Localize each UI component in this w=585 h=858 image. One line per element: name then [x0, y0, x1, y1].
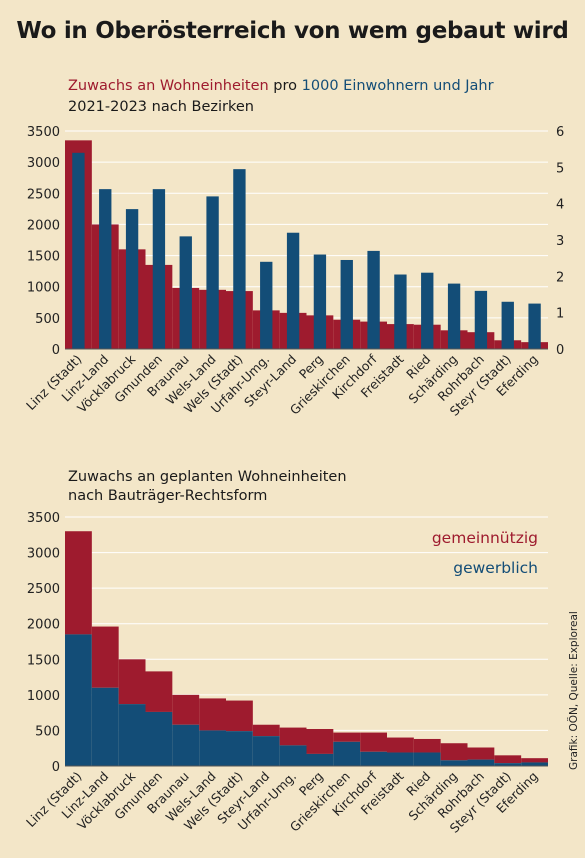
chart2-bar-gemeinnuetzig	[521, 758, 548, 763]
chart1-y2tick-label: 0	[556, 343, 564, 358]
chart1-y2tick-label: 6	[556, 125, 564, 140]
chart1-bar-blue	[286, 232, 300, 349]
chart2-subtitle: Zuwachs an geplanten Wohneinheiten nach B…	[68, 468, 347, 506]
chart1-bar-blue	[394, 274, 407, 349]
chart2-bar-gewerblich	[306, 753, 334, 766]
chart2-bar-gewerblich	[65, 634, 92, 766]
chart2-bar-gewerblich	[226, 731, 253, 766]
chart2-bar-gewerblich	[387, 752, 414, 766]
chart1-y2tick-label: 3	[556, 234, 564, 249]
chart1-ytick-label: 3000	[27, 156, 60, 171]
chart2-bar-gewerblich	[360, 751, 387, 766]
chart2-ytick-label: 0	[52, 760, 60, 775]
chart2-bar-gemeinnuetzig	[172, 694, 200, 725]
chart1-bar-blue	[501, 301, 514, 349]
chart1-bar-blue	[233, 169, 246, 349]
chart1-bar-blue	[447, 283, 461, 349]
chart2-ytick-label: 500	[35, 724, 60, 739]
chart1-ytick-label: 3500	[27, 125, 60, 140]
chart2-ytick-label: 2000	[27, 618, 60, 633]
chart1-bar-blue	[72, 152, 85, 349]
chart2-bar-gewerblich	[118, 704, 146, 766]
chart1-ytick-label: 2000	[27, 218, 60, 233]
chart1-ytick-label: 1000	[27, 281, 60, 296]
chart1-subtitle-line2: 2021-2023 nach Bezirken	[68, 99, 254, 115]
chart2-bar-gemeinnuetzig	[333, 732, 361, 742]
chart2-ytick-label: 3500	[27, 511, 60, 526]
chart2-ytick-label: 1500	[27, 653, 60, 668]
chart2-bar-gemeinnuetzig	[91, 626, 119, 688]
chart2-bar-gemeinnuetzig	[494, 755, 522, 764]
chart1-y2tick-label: 5	[556, 161, 564, 176]
chart2-subtitle-line2: nach Bauträger-Rechtsform	[68, 488, 268, 504]
chart1-y2tick-label: 4	[556, 198, 564, 213]
chart2-ytick-label: 2500	[27, 582, 60, 597]
chart1-y2tick-label: 1	[556, 307, 564, 322]
chart2-bar-gewerblich	[494, 763, 522, 766]
chart2-subtitle-line1: Zuwachs an geplanten Wohneinheiten	[68, 469, 347, 485]
chart2-bar-gewerblich	[252, 736, 280, 766]
chart1-bar-blue	[260, 261, 273, 349]
chart2-bar-gewerblich	[91, 687, 119, 766]
chart-wohneinheiten-pro-einwohner: 05001000150020002500300035000123456Linz …	[23, 125, 564, 419]
chart1-bar-blue	[313, 254, 327, 349]
chart1-bar-blue	[474, 290, 488, 349]
chart1-bar-blue	[421, 272, 434, 349]
chart1-bar-blue	[367, 250, 380, 349]
chart2-bar-gewerblich	[145, 711, 173, 766]
chart2-bar-gewerblich	[521, 762, 548, 766]
chart2-bar-gewerblich	[279, 745, 307, 766]
chart2-bar-gewerblich	[333, 741, 361, 766]
chart1-ytick-label: 500	[35, 312, 60, 327]
chart2-bar-gemeinnuetzig	[413, 738, 441, 753]
chart2-bar-gemeinnuetzig	[306, 729, 334, 754]
chart1-bar-blue	[340, 259, 353, 349]
chart2-bar-gewerblich	[440, 760, 468, 766]
chart2-bar-gemeinnuetzig	[440, 743, 468, 761]
chart2-bar-gemeinnuetzig	[252, 724, 280, 737]
chart1-subtitle: Zuwachs an Wohneinheiten pro 1000 Einwoh…	[68, 78, 494, 94]
chart1-ytick-label: 0	[52, 343, 60, 358]
chart2-bar-gemeinnuetzig	[360, 732, 387, 752]
chart2-bar-gemeinnuetzig	[279, 727, 307, 746]
chart2-bar-gemeinnuetzig	[199, 698, 226, 731]
chart1-bar-blue	[528, 303, 541, 349]
chart1-bar-blue	[125, 209, 139, 349]
chart2-bar-gemeinnuetzig	[226, 700, 253, 732]
chart1-bar-blue	[179, 236, 192, 349]
chart1-bar-blue	[152, 189, 166, 349]
chart1-ytick-label: 1500	[27, 250, 60, 265]
chart1-bar-blue	[99, 189, 112, 349]
chart2-bar-gemeinnuetzig	[467, 747, 495, 760]
chart2-bar-gemeinnuetzig	[387, 737, 414, 753]
chart2-bar-gemeinnuetzig	[65, 531, 92, 635]
chart2-bar-gewerblich	[199, 730, 226, 766]
chart1-subtitle-mid: pro	[268, 78, 302, 94]
chart2-bar-gemeinnuetzig	[145, 671, 173, 712]
chart1-ytick-label: 2500	[27, 187, 60, 202]
chart1-y2tick-label: 2	[556, 270, 564, 285]
chart2-bar-gewerblich	[413, 752, 441, 766]
chart1-subtitle-red: Zuwachs an Wohneinheiten	[68, 78, 269, 94]
chart2-bar-gemeinnuetzig	[118, 659, 146, 705]
chart2-bar-gewerblich	[467, 759, 495, 766]
chart1-bar-blue	[206, 196, 219, 349]
main-title: Wo in Oberösterreich von wem gebaut wird	[16, 18, 569, 44]
chart2-legend-gemeinnuetzig: gemeinnützig	[432, 529, 538, 547]
chart2-bar-gewerblich	[172, 724, 200, 766]
chart2-ytick-label: 3000	[27, 547, 60, 562]
chart1-subtitle-blue: 1000 Einwohnern und Jahr	[301, 78, 494, 94]
chart2-legend-gewerblich: gewerblich	[453, 559, 538, 577]
chart2-ytick-label: 1000	[27, 689, 60, 704]
